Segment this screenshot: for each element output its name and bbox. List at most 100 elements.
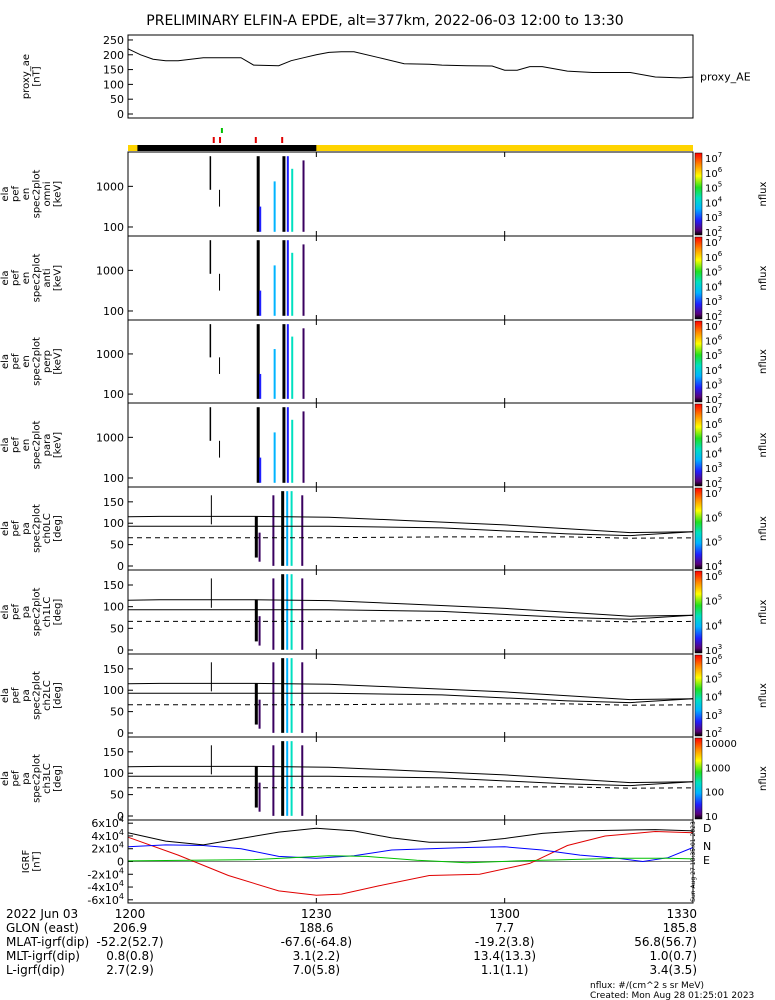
orbit-marker-0	[212, 137, 215, 143]
orbit-mlat-0: -52.2(52.7)	[96, 935, 163, 949]
spec-stripe-anti-2	[256, 240, 260, 316]
panel-frame-igrf	[127, 819, 694, 904]
spec-stripe-ch0LC-3	[272, 495, 275, 566]
orbit-row-label-2: MLAT-igrf(dip)	[6, 935, 89, 949]
spec-stripe-ch0LC-2	[258, 532, 261, 562]
spec-stripe-omni-3	[259, 206, 262, 232]
orbit-l-3: 3.4(3.5)	[649, 963, 697, 977]
spec-stripe-para-5	[282, 407, 286, 483]
ylabel-ch0LC-1: pef	[10, 520, 21, 537]
spec-stripe-ch2LC-2	[258, 699, 261, 729]
spec-stripe-perp-7	[291, 336, 294, 399]
spec-stripe-para-7	[291, 419, 294, 483]
series-line-igrf-B	[127, 827, 694, 846]
ytick-ch0LC-2: 100	[103, 517, 124, 530]
ylabel-igrf-1: [nT]	[31, 851, 42, 871]
spec-stripe-ch3LC-6	[290, 741, 293, 816]
ytick-igrf-2: 2x104	[91, 841, 124, 856]
ytick-ch2LC-1: 50	[110, 706, 124, 719]
ylabel-anti-0: ela	[0, 270, 11, 285]
ylabel-ch0LC-2: pa	[21, 522, 32, 534]
colorbar-tick-para-3: 105	[705, 432, 722, 446]
spec-stripe-omni-8	[302, 160, 305, 232]
footer-units: nflux: #/(cm^2 s sr MeV)	[590, 981, 704, 991]
colorbar-tick-ch3LC-1: 100	[705, 788, 724, 799]
ytick-proxy-1: 50	[110, 93, 124, 106]
ytick-ch3LC-2: 100	[103, 767, 124, 780]
colorbar-tick-ch0LC-3: 107	[705, 486, 722, 500]
ylabel-omni-5: [keV]	[52, 181, 63, 207]
spec-stripe-ch1LC-5	[286, 574, 289, 650]
spec-stripe-perp-0	[209, 324, 212, 358]
spec-stripe-ch1LC-1	[254, 599, 258, 642]
spec-stripe-omni-6	[286, 156, 289, 232]
orbit-marker-1	[219, 137, 222, 143]
colorbar-unit-perp: nflux	[758, 349, 769, 374]
ytick-ch1LC-0: 0	[117, 644, 124, 657]
panel-frame-para	[127, 402, 694, 488]
colorbar-ch0LC	[694, 487, 703, 570]
loss-cone-upper-ch0LC	[127, 515, 694, 534]
ylabel-omni-1: pef	[10, 186, 21, 203]
ytick-ch3LC-0: 0	[117, 810, 124, 823]
spec-stripe-perp-4	[273, 349, 276, 399]
ylabel-ch1LC-0: ela	[0, 604, 11, 619]
colorbar-unit-anti: nflux	[758, 265, 769, 290]
colorbar-tick-para-2: 104	[705, 446, 723, 460]
ylabel-ch1LC-3: spec2plot	[31, 588, 42, 637]
ylabel-perp-3: spec2plot	[31, 337, 42, 386]
ytick-omni-1: 1000	[96, 180, 124, 193]
colorbar-tick-omni-2: 104	[705, 195, 723, 209]
ylabel-anti-3: spec2plot	[31, 254, 42, 303]
spec-stripe-para-0	[209, 407, 212, 441]
spec-stripe-omni-5	[282, 156, 286, 232]
colorbar-tick-anti-2: 104	[705, 279, 723, 293]
ytick-igrf-6: -6x104	[87, 892, 124, 907]
orbit-time-3: 1330	[666, 907, 697, 921]
spec-stripe-ch3LC-2	[258, 782, 261, 812]
ylabel-anti-5: [keV]	[52, 265, 63, 291]
spec-stripe-para-2	[256, 407, 260, 483]
ytick-ch2LC-2: 100	[103, 684, 124, 697]
colorbar-tick-ch2LC-1: 103	[705, 708, 722, 722]
colorbar-tick-perp-4: 106	[705, 334, 723, 348]
ylabel-omni-4: omni	[42, 182, 53, 207]
ylabel-ch1LC-4: ch1LC	[42, 597, 53, 628]
loss-cone-lower-ch3LC	[128, 775, 694, 787]
ylabel-ch3LC-0: ela	[0, 771, 11, 786]
colorbar-ch2LC	[694, 654, 703, 737]
colorbar-anti	[694, 236, 703, 320]
spec-stripe-anti-0	[209, 240, 212, 274]
spec-stripe-ch2LC-0	[210, 662, 212, 692]
legend-igrf-d: D	[703, 822, 711, 835]
colorbar-tick-anti-3: 105	[705, 265, 722, 279]
ylabel-ch1LC-2: pa	[21, 606, 32, 618]
panel-frame-ch1LC	[127, 569, 694, 655]
legend-igrf-e: E	[703, 854, 710, 867]
ylabel-ch3LC-1: pef	[10, 770, 21, 787]
spec-stripe-ch0LC-7	[301, 495, 304, 566]
panel-igrf: IGRF [nT] 6x1044x1042x1040-2x104-4x104-6x1…	[21, 815, 712, 907]
spec-stripe-anti-4	[273, 265, 276, 316]
orbit-mlat-3: 56.8(56.7)	[634, 935, 697, 949]
spec-stripe-ch3LC-7	[301, 745, 304, 816]
loss-cone-dashed-ch0LC	[128, 536, 694, 539]
spec-stripe-ch0LC-1	[254, 516, 258, 558]
ylabel-ch0LC-4: ch0LC	[42, 513, 53, 544]
series-line-igrf-N	[127, 844, 694, 863]
orbit-mlt-3: 1.0(0.7)	[649, 949, 697, 963]
orbit-l-1: 7.0(5.8)	[293, 963, 341, 977]
legend-proxy-ae: proxy_AE	[700, 71, 751, 84]
ylabel-perp-4: perp	[42, 350, 53, 373]
orbit-mlt-2: 13.4(13.3)	[473, 949, 536, 963]
colorbar-tick-omni-3: 105	[705, 181, 722, 195]
spec-stripe-perp-6	[286, 324, 289, 399]
ytick-ch2LC-3: 150	[103, 663, 124, 676]
ylabel-ch2LC-0: ela	[0, 688, 11, 703]
spec-stripe-para-8	[302, 411, 305, 483]
colorbar-tick-ch1LC-1: 104	[705, 618, 723, 632]
colorbar-omni	[694, 152, 703, 236]
colorbar-unit-ch2LC: nflux	[758, 683, 769, 708]
colorbar-tick-ch0LC-1: 105	[705, 535, 722, 549]
